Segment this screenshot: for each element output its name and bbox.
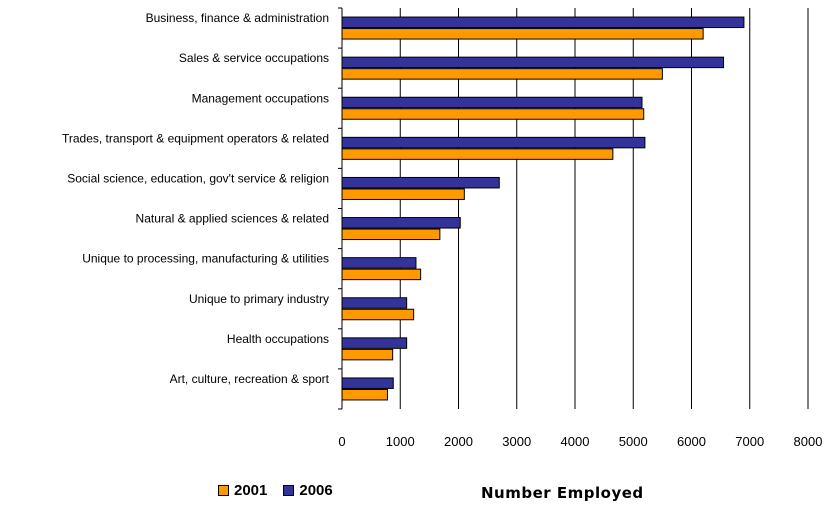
bar-2001: [341, 188, 465, 200]
bar-2001: [341, 348, 394, 361]
bar-2001: [341, 268, 422, 281]
bars: [341, 16, 745, 401]
x-tick-label: 1000: [386, 434, 415, 449]
bar-2001: [341, 28, 704, 40]
legend-item-2001: 2001: [218, 482, 267, 499]
legend-label-2001: 2001: [234, 482, 268, 499]
category-label: Natural & applied sciences & related: [136, 212, 329, 226]
legend: 2001 2006: [218, 482, 349, 499]
category-label: Art, culture, recreation & sport: [170, 372, 330, 386]
bar-2006: [341, 96, 643, 109]
x-tick-label: 7000: [735, 434, 764, 449]
axes: [338, 7, 343, 410]
bar-2001: [341, 108, 645, 120]
category-label: Health occupations: [227, 332, 329, 346]
category-labels: Business, finance & administration Sales …: [62, 11, 330, 386]
bar-2001: [341, 308, 415, 321]
legend-swatch-2001: [218, 485, 229, 496]
x-tick-label: 6000: [677, 434, 706, 449]
x-tick-label: 5000: [619, 434, 648, 449]
category-label: Business, finance & administration: [146, 11, 329, 25]
x-tick-label: 8000: [794, 434, 823, 449]
bar-2006: [341, 337, 408, 349]
bar-2006: [341, 217, 461, 229]
category-label: Unique to processing, manufacturing & ut…: [82, 252, 329, 266]
bar-2001: [341, 68, 663, 80]
x-tick-label: 2000: [444, 434, 473, 449]
bar-2006: [341, 257, 417, 269]
category-label: Trades, transport & equipment operators …: [62, 131, 329, 145]
bar-2001: [341, 148, 614, 160]
x-axis-title: Number Employed: [481, 484, 644, 502]
bar-2001: [341, 388, 388, 401]
category-label: Social science, education, gov't service…: [67, 171, 329, 185]
bar-2006: [341, 176, 500, 189]
category-label: Unique to primary industry: [189, 292, 329, 306]
category-label: Management occupations: [192, 91, 329, 105]
bar-2006: [341, 377, 394, 389]
bar-2006: [341, 297, 408, 309]
legend-swatch-2006: [283, 485, 295, 496]
x-tick-label: 4000: [561, 434, 590, 449]
bar-2006: [341, 136, 646, 149]
legend-label-2006: 2006: [299, 482, 333, 499]
bar-2001: [341, 228, 441, 241]
bar-2006: [341, 56, 725, 69]
category-label: Sales & service occupations: [179, 51, 329, 65]
x-tick-label: 3000: [502, 434, 531, 449]
x-tick-labels: 0 1000 2000 3000 4000 5000 6000 7000 8000: [338, 434, 822, 449]
bar-2006: [341, 16, 745, 29]
legend-item-2006: 2006: [283, 482, 333, 499]
x-tick-label: 0: [338, 434, 345, 449]
